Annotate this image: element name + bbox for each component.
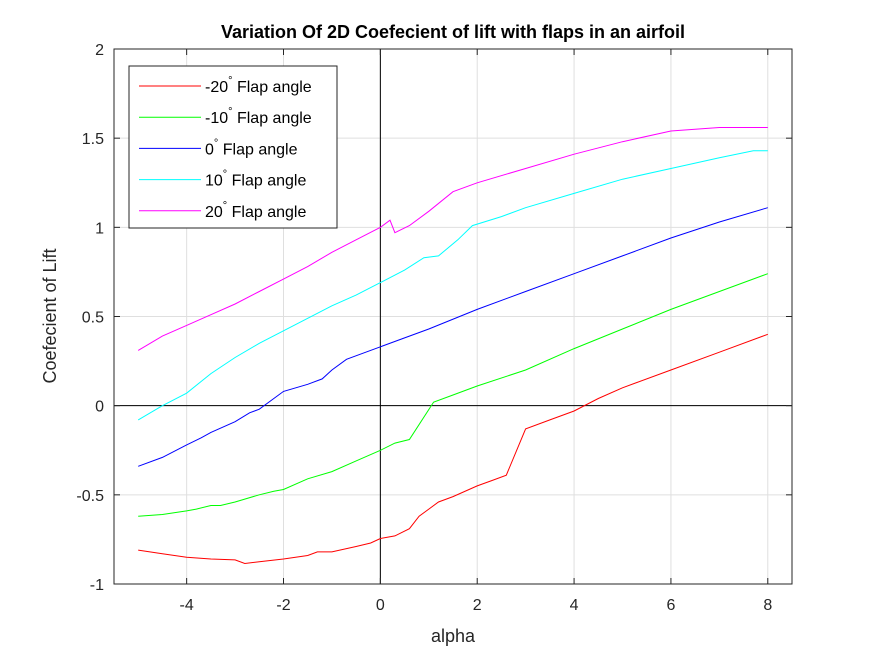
legend-label-main: 0: [205, 141, 214, 158]
legend-label-rest: Flap angle: [218, 141, 297, 158]
x-tick-label: 8: [763, 597, 772, 614]
legend-label-rest: Flap angle: [227, 173, 306, 190]
x-tick-label: 0: [376, 597, 385, 614]
legend-label-sup: °: [228, 106, 232, 118]
legend-label: 20° Flap angle: [205, 200, 306, 221]
legend-label: -20° Flap angle: [205, 75, 312, 96]
tick-labels: -4 -2 0 2 4 6 8-1-0.500.511.52: [76, 42, 772, 614]
x-tick-label: -4: [180, 597, 194, 614]
series-line-0: [138, 333, 768, 565]
legend-label: 10° Flap angle: [205, 169, 306, 190]
series-line-3: [137, 150, 768, 421]
series-line-4: [137, 127, 768, 351]
legend-label-rest: Flap angle: [227, 204, 306, 221]
legend-label-sup: °: [214, 137, 218, 149]
x-tick-label: 2: [473, 597, 482, 614]
legend-label-rest: Flap angle: [233, 79, 312, 96]
y-tick-label: 2: [95, 42, 104, 59]
series-line-2: [138, 207, 768, 467]
legend-label: -10° Flap angle: [205, 106, 312, 127]
legend-label-sup: °: [223, 200, 227, 212]
x-tick-label: 6: [666, 597, 675, 614]
legend-label-main: -10: [205, 110, 228, 127]
series-layer: [137, 127, 768, 565]
legend-label-main: 20: [205, 204, 223, 221]
zero-lines: [114, 49, 792, 584]
series-line-1: [138, 273, 768, 517]
legend-label-sup: °: [223, 169, 227, 181]
x-tick-label: -2: [276, 597, 290, 614]
legend-label-main: -20: [205, 79, 228, 96]
y-tick-label: -1: [90, 577, 104, 594]
legend-label: 0° Flap angle: [205, 137, 298, 158]
y-axis-label: Coefecient of Lift: [40, 248, 60, 383]
y-tick-label: 1: [95, 220, 104, 237]
legend-label-rest: Flap angle: [233, 110, 312, 127]
legend-box: [128, 65, 338, 229]
y-tick-label: 0.5: [82, 310, 104, 327]
y-tick-label: 0: [95, 399, 104, 416]
y-tick-label: 1.5: [82, 131, 104, 148]
x-axis-label: alpha: [431, 626, 476, 646]
legend-label-main: 10: [205, 173, 223, 190]
legend-label-sup: °: [228, 75, 232, 87]
axis-ticks: [114, 48, 792, 585]
y-tick-label: -0.5: [76, 488, 104, 505]
x-tick-label: 4: [570, 597, 579, 614]
chart-title: Variation Of 2D Coefecient of lift with …: [221, 22, 685, 42]
